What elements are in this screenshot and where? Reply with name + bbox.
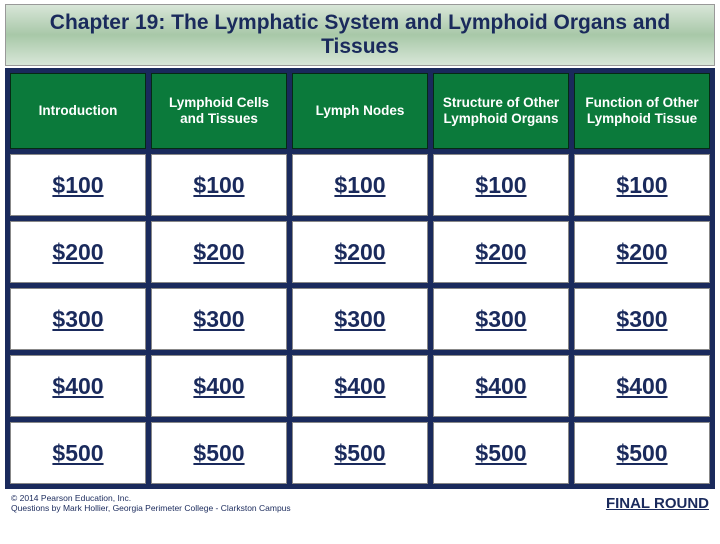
- money-row: $400 $400 $400 $400 $400: [10, 355, 710, 417]
- money-row: $500 $500 $500 $500 $500: [10, 422, 710, 484]
- money-cell-300[interactable]: $300: [292, 288, 428, 350]
- money-cell-100[interactable]: $100: [574, 154, 710, 216]
- money-row: $300 $300 $300 $300 $300: [10, 288, 710, 350]
- money-cell-100[interactable]: $100: [433, 154, 569, 216]
- credits-text: Questions by Mark Hollier, Georgia Perim…: [11, 503, 291, 513]
- title-bar: Chapter 19: The Lymphatic System and Lym…: [5, 4, 715, 66]
- money-cell-100[interactable]: $100: [292, 154, 428, 216]
- money-cell-300[interactable]: $300: [10, 288, 146, 350]
- money-cell-400[interactable]: $400: [574, 355, 710, 417]
- money-cell-200[interactable]: $200: [574, 221, 710, 283]
- money-row: $200 $200 $200 $200 $200: [10, 221, 710, 283]
- money-cell-500[interactable]: $500: [10, 422, 146, 484]
- page-title: Chapter 19: The Lymphatic System and Lym…: [16, 11, 704, 59]
- money-cell-200[interactable]: $200: [10, 221, 146, 283]
- final-round-link[interactable]: FINAL ROUND: [606, 495, 709, 512]
- category-header: Lymphoid Cells and Tissues: [151, 73, 287, 149]
- copyright-text: © 2014 Pearson Education, Inc.: [11, 493, 291, 503]
- category-header: Introduction: [10, 73, 146, 149]
- money-row: $100 $100 $100 $100 $100: [10, 154, 710, 216]
- money-cell-300[interactable]: $300: [151, 288, 287, 350]
- money-cell-200[interactable]: $200: [151, 221, 287, 283]
- jeopardy-board: Introduction Lymphoid Cells and Tissues …: [5, 68, 715, 489]
- category-row: Introduction Lymphoid Cells and Tissues …: [10, 73, 710, 149]
- money-cell-400[interactable]: $400: [292, 355, 428, 417]
- money-cell-100[interactable]: $100: [151, 154, 287, 216]
- money-cell-500[interactable]: $500: [151, 422, 287, 484]
- money-cell-500[interactable]: $500: [433, 422, 569, 484]
- category-header: Structure of Other Lymphoid Organs: [433, 73, 569, 149]
- money-cell-100[interactable]: $100: [10, 154, 146, 216]
- money-cell-500[interactable]: $500: [574, 422, 710, 484]
- footer: © 2014 Pearson Education, Inc. Questions…: [5, 491, 715, 515]
- money-cell-200[interactable]: $200: [433, 221, 569, 283]
- money-cell-200[interactable]: $200: [292, 221, 428, 283]
- category-header: Lymph Nodes: [292, 73, 428, 149]
- money-cell-400[interactable]: $400: [151, 355, 287, 417]
- credits: © 2014 Pearson Education, Inc. Questions…: [11, 493, 291, 513]
- money-cell-400[interactable]: $400: [433, 355, 569, 417]
- money-cell-500[interactable]: $500: [292, 422, 428, 484]
- money-cell-300[interactable]: $300: [433, 288, 569, 350]
- money-cell-300[interactable]: $300: [574, 288, 710, 350]
- category-header: Function of Other Lymphoid Tissue: [574, 73, 710, 149]
- money-cell-400[interactable]: $400: [10, 355, 146, 417]
